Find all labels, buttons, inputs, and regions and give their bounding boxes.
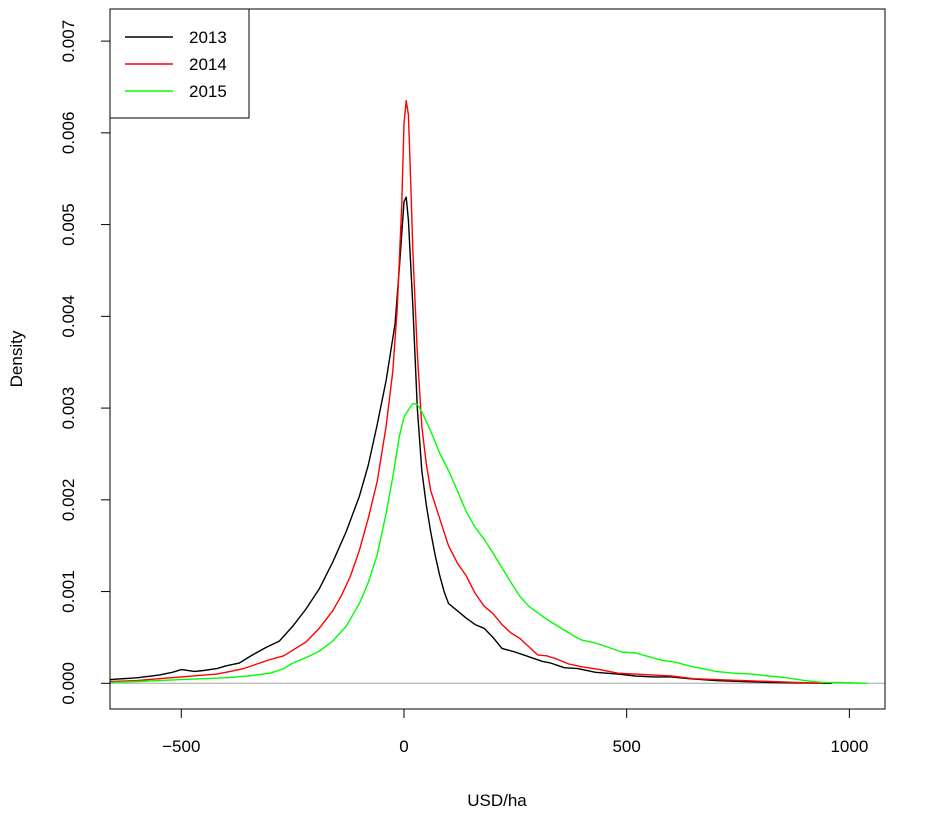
y-tick-label: 0.003	[59, 387, 78, 430]
x-tick-label: 1000	[830, 737, 868, 756]
x-tick-label: −500	[162, 737, 200, 756]
series-line-2015	[109, 402, 868, 684]
x-tick-label: 500	[612, 737, 640, 756]
y-tick-label: 0.007	[59, 20, 78, 63]
y-tick-label: 0.005	[59, 203, 78, 246]
legend-label-2015: 2015	[189, 82, 227, 101]
y-tick-label: 0.002	[59, 479, 78, 522]
legend-label-2014: 2014	[189, 55, 227, 74]
y-tick-label: 0.006	[59, 112, 78, 155]
series-line-2014	[109, 100, 823, 684]
y-tick-label: 0.000	[59, 662, 78, 705]
series-layer	[109, 100, 868, 684]
legend: 2013 2014 2015	[109, 8, 250, 119]
legend-label-2013: 2013	[189, 28, 227, 47]
x-axis: −500 0 500 1000	[162, 708, 868, 756]
x-axis-label: USD/ha	[467, 791, 527, 810]
y-tick-label: 0.001	[59, 570, 78, 613]
y-axis: 0.000 0.001 0.002 0.003 0.004 0.005 0.006 0.007	[59, 20, 111, 705]
series-line-2013	[109, 196, 832, 684]
y-axis-label: Density	[7, 330, 26, 387]
y-tick-label: 0.004	[59, 295, 78, 338]
x-tick-label: 0	[399, 737, 408, 756]
